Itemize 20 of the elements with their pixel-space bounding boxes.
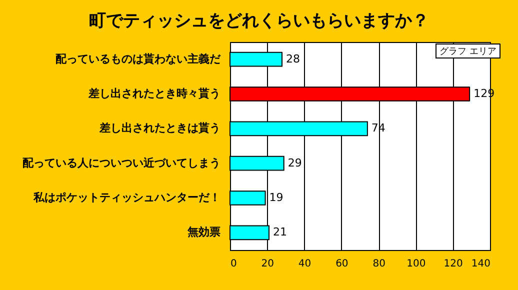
x-tick-label: 0	[230, 258, 237, 270]
x-tick-label: 100	[406, 258, 426, 270]
y-tick-label: 差し出されたときは貰う	[98, 122, 220, 135]
data-label: 19	[269, 191, 284, 204]
y-tick-label: 配っている人についつい近づいてしまう	[22, 156, 220, 170]
x-tick-label: 80	[372, 258, 386, 270]
data-label: 28	[286, 52, 300, 66]
x-tick-label: 140	[471, 258, 490, 270]
annotation: グラフ エリア	[440, 46, 496, 57]
x-tick-label: 20	[261, 258, 274, 270]
y-tick-label: 差し出されたとき時々貰う	[88, 87, 220, 100]
x-tick-label: 120	[444, 258, 463, 270]
x-tick-label: 60	[336, 258, 348, 270]
y-tick-label: 配っているものは貰わない主義だ	[56, 52, 222, 66]
x-tick-label: 40	[298, 258, 312, 270]
y-tick-label: 無効票	[186, 226, 220, 239]
data-label: 21	[273, 226, 287, 239]
y-tick-label: 私はポケットティッシュハンターだ！	[32, 191, 220, 204]
data-label: 29	[288, 156, 302, 170]
chart-title: 町でティッシュをどれくらいもらいますか？	[89, 11, 429, 31]
